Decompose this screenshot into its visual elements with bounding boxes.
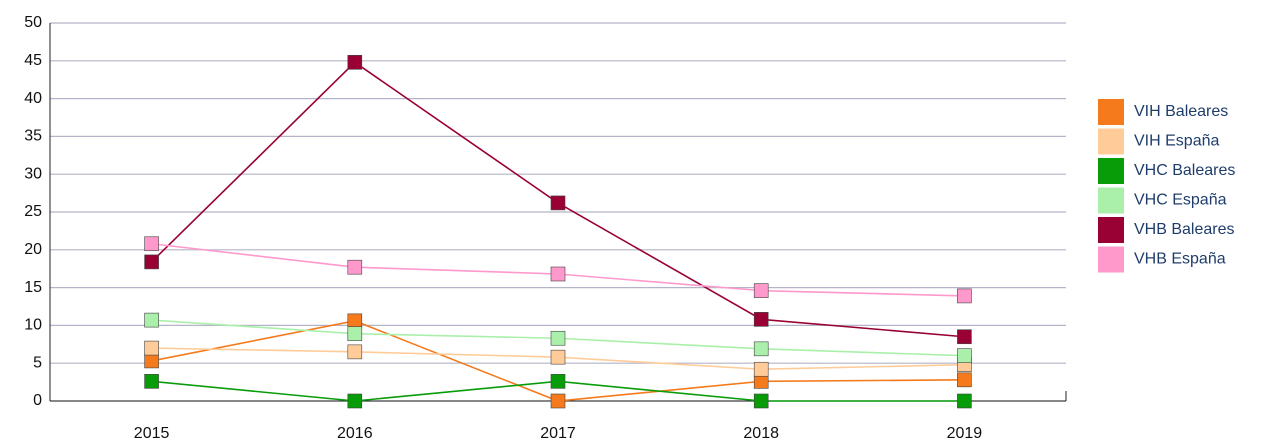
y-tick-label: 0 (33, 392, 42, 409)
legend-label: VIH España (1134, 133, 1219, 150)
point (144, 353, 159, 369)
x-tick-label: 2016 (337, 425, 373, 442)
point (957, 372, 972, 388)
point (144, 236, 159, 252)
point (347, 55, 363, 70)
y-tick-label: 30 (24, 165, 42, 182)
legend-swatch (1098, 217, 1124, 243)
legend-label: VIH Baleares (1134, 103, 1228, 120)
point (347, 393, 363, 409)
point (753, 312, 769, 327)
point (347, 344, 363, 360)
point (347, 313, 363, 329)
x-tick-label: 2018 (743, 425, 779, 442)
point (550, 349, 566, 365)
point (753, 361, 769, 377)
y-tick-label: 25 (24, 203, 42, 220)
legend-label: VHB Baleares (1134, 221, 1235, 238)
legend-swatch (1098, 158, 1124, 184)
y-tick-label: 40 (24, 90, 42, 107)
point (347, 326, 363, 342)
point (347, 259, 363, 275)
point (144, 374, 159, 389)
point (957, 393, 972, 409)
point (550, 266, 566, 282)
point (753, 393, 769, 409)
x-tick-label: 2019 (947, 425, 983, 442)
y-tick-label: 35 (24, 128, 42, 145)
y-tick-label: 5 (33, 354, 42, 371)
legend-label: VHC España (1134, 192, 1227, 209)
point (144, 340, 159, 356)
point (753, 341, 769, 357)
point (550, 374, 566, 389)
point (957, 348, 972, 363)
point (144, 312, 159, 328)
point (550, 393, 566, 409)
legend-label: VHB España (1134, 251, 1226, 268)
legend-swatch (1098, 128, 1124, 155)
y-tick-label: 50 (24, 14, 42, 31)
y-tick-label: 45 (24, 52, 42, 69)
point (957, 329, 972, 345)
point (957, 288, 972, 304)
x-tick-label: 2015 (134, 425, 170, 442)
y-tick-label: 10 (24, 317, 42, 334)
point (550, 195, 566, 211)
y-tick-label: 20 (24, 241, 42, 258)
legend-label: VHC Baleares (1134, 162, 1235, 179)
x-tick-label: 2017 (540, 425, 576, 442)
legend-swatch (1098, 246, 1124, 273)
point (144, 254, 159, 270)
legend-swatch (1098, 187, 1124, 214)
legend-swatch (1098, 99, 1124, 125)
point (550, 330, 566, 346)
point (753, 283, 769, 298)
y-tick-label: 15 (24, 279, 42, 296)
